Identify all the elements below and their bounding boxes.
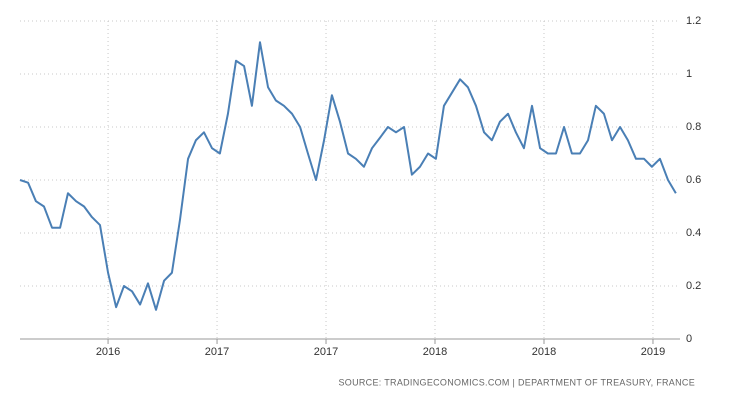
x-tick-label: 2018 — [423, 346, 447, 358]
y-tick-label: 1.2 — [686, 15, 701, 27]
y-tick-label: 0.8 — [686, 121, 701, 133]
x-tick-label: 2018 — [532, 346, 556, 358]
y-tick-label: 0 — [686, 333, 692, 345]
data-line — [19, 41, 677, 311]
y-tick-label: 0.2 — [686, 280, 701, 292]
x-tick-label: 2017 — [314, 346, 338, 358]
y-tick-label: 0.4 — [686, 227, 701, 239]
x-tick-label: 2016 — [96, 346, 120, 358]
y-tick-label: 1 — [686, 68, 692, 80]
source-note: SOURCE: TRADINGECONOMICS.COM | DEPARTMEN… — [338, 377, 695, 387]
y-tick-label: 0.6 — [686, 174, 701, 186]
x-tick-label: 2017 — [205, 346, 229, 358]
x-tick-label: 2019 — [641, 346, 665, 358]
